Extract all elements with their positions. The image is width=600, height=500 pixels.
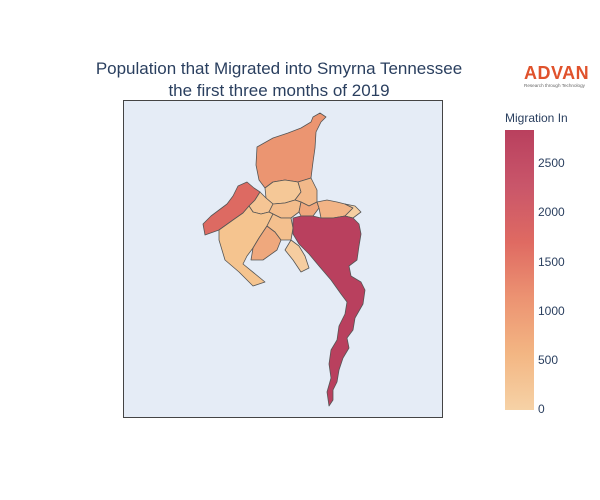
region-smyrna bbox=[292, 215, 366, 407]
logo-tagline: Research through Technology bbox=[524, 83, 585, 88]
chart-title-line2: the first three months of 2019 bbox=[168, 81, 390, 100]
chart-title-line1: Population that Migrated into Smyrna Ten… bbox=[95, 59, 463, 78]
colorbar-tick: 1000 bbox=[538, 304, 565, 318]
colorbar-title: Migration In bbox=[505, 111, 568, 125]
colorbar-gradient bbox=[505, 130, 534, 410]
advan-logo: ADVAN Research through Technology bbox=[524, 64, 590, 88]
colorbar-tick: 2500 bbox=[538, 156, 565, 170]
colorbar-tick: 2000 bbox=[538, 205, 565, 219]
region-north bbox=[255, 112, 327, 189]
region-c5 bbox=[298, 201, 320, 217]
logo-wordmark: ADVAN bbox=[524, 63, 590, 83]
colorbar-tick: 0 bbox=[538, 402, 545, 416]
colorbar-tick: 1500 bbox=[538, 255, 565, 269]
region-south-small bbox=[284, 239, 310, 273]
colorbar-tick: 500 bbox=[538, 353, 559, 367]
choropleth-map[interactable] bbox=[123, 100, 443, 418]
chart-title: Population that Migrated into Smyrna Ten… bbox=[0, 58, 558, 102]
